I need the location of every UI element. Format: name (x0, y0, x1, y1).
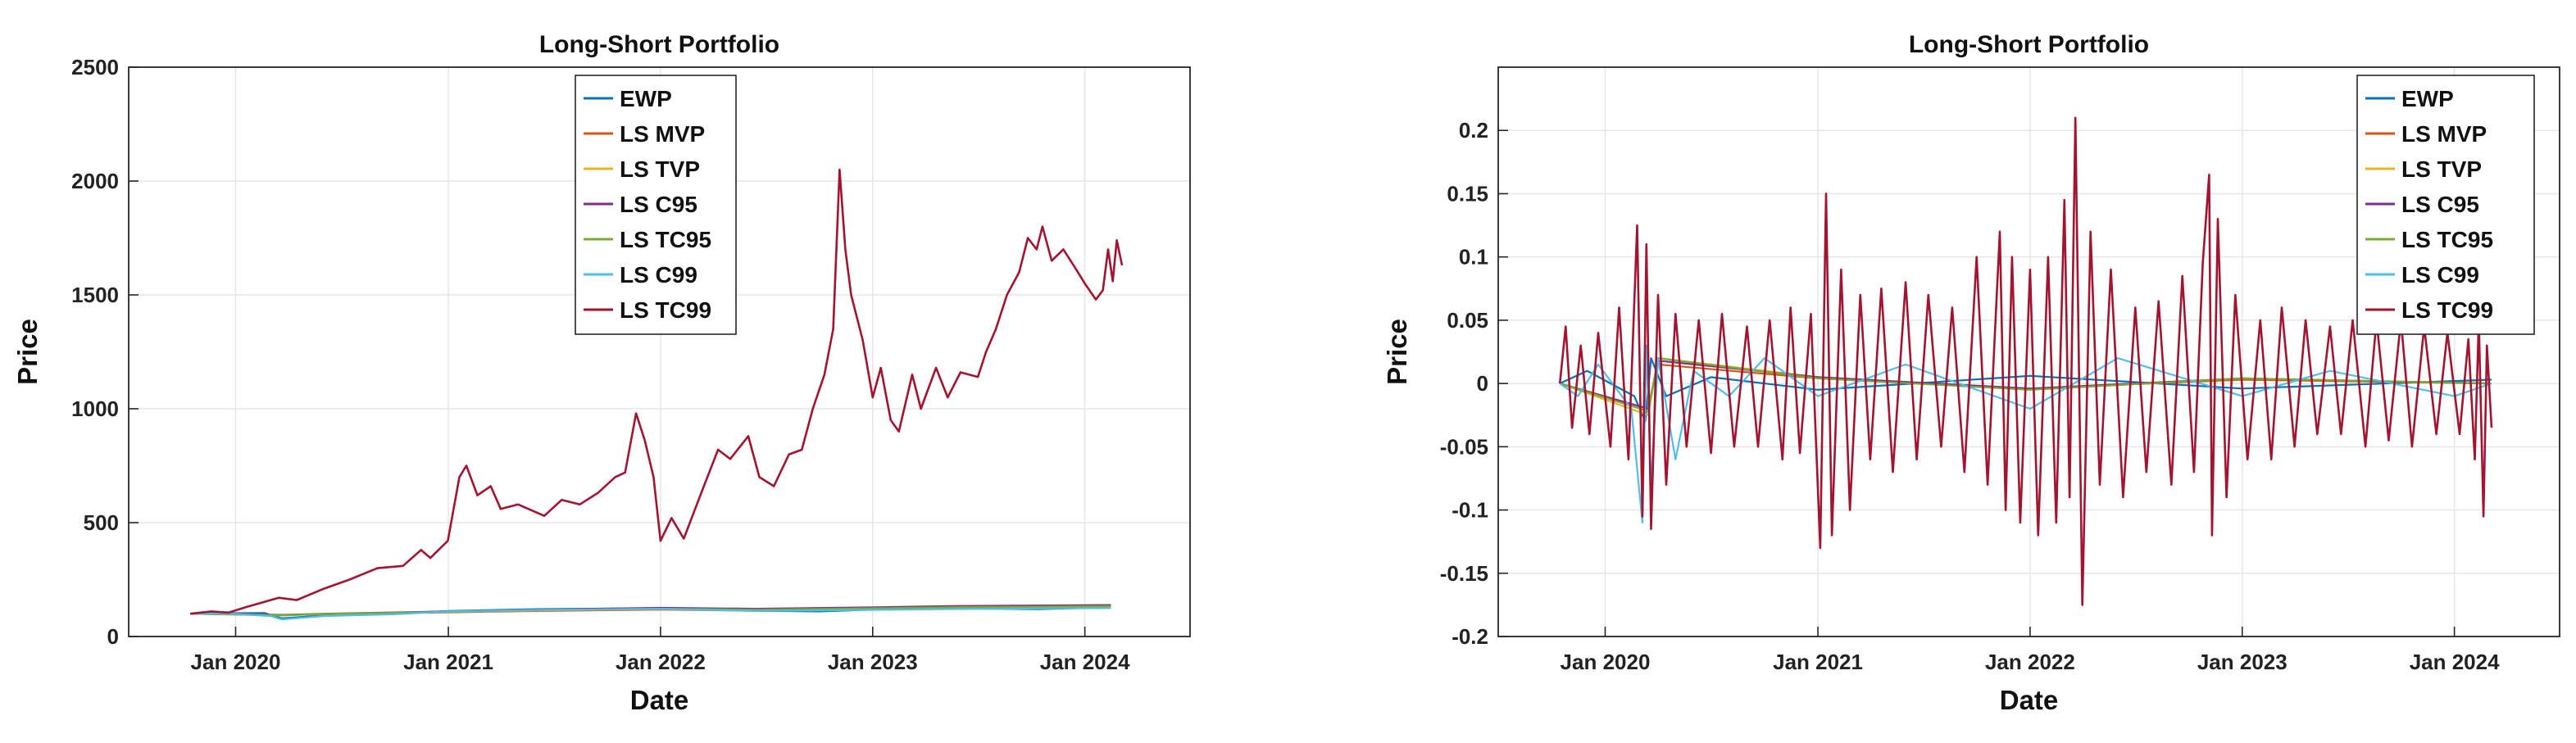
legend-label: LS TVP (2401, 156, 2482, 182)
y-tick-label: 0 (107, 624, 119, 649)
x-tick-label: Jan 2023 (2197, 650, 2288, 674)
legend-label: LS TC99 (620, 297, 711, 323)
x-tick-labels: Jan 2020 Jan 2021 Jan 2022 Jan 2023 Jan 2024 (1561, 627, 2500, 674)
series-line-ls-c99 (1559, 344, 2492, 524)
y-tick-label: 0.1 (1459, 245, 1488, 270)
legend-item: LS TVP (2365, 156, 2482, 182)
series-line-ls-tc99 (190, 168, 1124, 615)
legend: EWP LS MVP LS TVP LS C95 LS TC95 LS C99 LS TC9… (575, 75, 737, 335)
legend-label: LS C95 (2401, 192, 2479, 217)
legend-item: LS TVP (584, 156, 700, 182)
chart-title: Long-Short Portfolio (1909, 31, 2149, 58)
x-axis-label: Date (2000, 685, 2059, 715)
chart-title: Long-Short Portfolio (539, 31, 779, 58)
axes-frame (1497, 66, 2560, 637)
legend-item: LS TC99 (584, 297, 711, 323)
legend-label: EWP (620, 86, 672, 111)
series-group (1558, 116, 2493, 606)
legend-item: EWP (2365, 86, 2454, 111)
legend-label: LS TC99 (2401, 297, 2493, 323)
x-tick-label: Jan 2021 (1773, 650, 1863, 674)
y-tick-label: 0.15 (1447, 181, 1488, 206)
x-tick-label: Jan 2020 (191, 650, 281, 674)
legend: EWP LS MVP LS TVP LS C95 LS TC95 LS C99 LS TC9… (2356, 75, 2535, 335)
legend-label: LS TVP (620, 156, 700, 182)
y-tick-label: 0.2 (1459, 118, 1488, 143)
y-tick-label: 500 (84, 510, 119, 535)
legend-label: LS TC95 (2401, 227, 2493, 252)
x-tick-label: Jan 2021 (403, 650, 493, 674)
legend-label: LS C99 (620, 262, 697, 288)
legend-item: LS C95 (2365, 192, 2479, 217)
y-tick-label: -0.2 (1452, 624, 1488, 649)
x-tick-label: Jan 2024 (2410, 650, 2500, 674)
y-tick-label: 2000 (71, 169, 119, 193)
series-line-ewp (1559, 357, 2492, 423)
y-tick-label: 0 (1477, 371, 1488, 396)
y-tick-label: 1500 (71, 283, 119, 307)
legend-item: LS C99 (584, 262, 697, 288)
legend-label: LS C95 (620, 192, 697, 217)
legend-item: LS TC95 (584, 227, 711, 252)
y-tick-labels: 0 500 1000 1500 2000 2500 (71, 55, 139, 649)
axes-frame (128, 66, 1191, 637)
series-line-ls-tc99 (1558, 116, 2493, 606)
y-tick-labels: -0.2 -0.15 -0.1 -0.05 0 0.05 0.1 0.15 0.2 (1440, 118, 1508, 649)
legend-label: LS TC95 (620, 227, 711, 252)
y-tick-label: -0.1 (1452, 498, 1488, 523)
series-group (190, 168, 1124, 621)
legend-item: LS TC99 (2365, 297, 2493, 323)
return-chart: -0.2 -0.15 -0.1 -0.05 0 0.05 0.1 0.15 0.2 Jan 202… (1382, 31, 2560, 715)
x-tick-labels: Jan 2020 Jan 2021 Jan 2022 Jan 2023 Jan 2024 (191, 627, 1130, 674)
legend-item: LS MVP (584, 121, 705, 147)
legend-label: LS MVP (2401, 121, 2487, 147)
x-tick-label: Jan 2020 (1561, 650, 1651, 674)
legend-item: LS TC95 (2365, 227, 2493, 252)
y-tick-label: 0.05 (1447, 308, 1488, 333)
y-tick-label: -0.05 (1440, 434, 1488, 459)
legend-item: LS C95 (584, 192, 697, 217)
y-tick-label: 1000 (71, 396, 119, 421)
legend-item: LS MVP (2365, 121, 2487, 147)
legend-label: EWP (2401, 86, 2454, 111)
y-tick-label: -0.15 (1440, 561, 1488, 586)
legend-label: LS C99 (2401, 262, 2479, 288)
x-tick-label: Jan 2024 (1040, 650, 1130, 674)
x-tick-label: Jan 2022 (1985, 650, 2075, 674)
legend-item: LS C99 (2365, 262, 2479, 288)
legend-label: LS MVP (620, 121, 705, 147)
y-axis-label: Price (1382, 319, 1412, 385)
x-axis-label: Date (630, 685, 689, 715)
y-axis-label: Price (12, 319, 43, 385)
x-tick-label: Jan 2023 (828, 650, 918, 674)
x-tick-label: Jan 2022 (616, 650, 706, 674)
y-tick-label: 2500 (71, 55, 119, 79)
series-line-ls-c99 (190, 607, 1111, 621)
legend-item: EWP (584, 86, 672, 111)
